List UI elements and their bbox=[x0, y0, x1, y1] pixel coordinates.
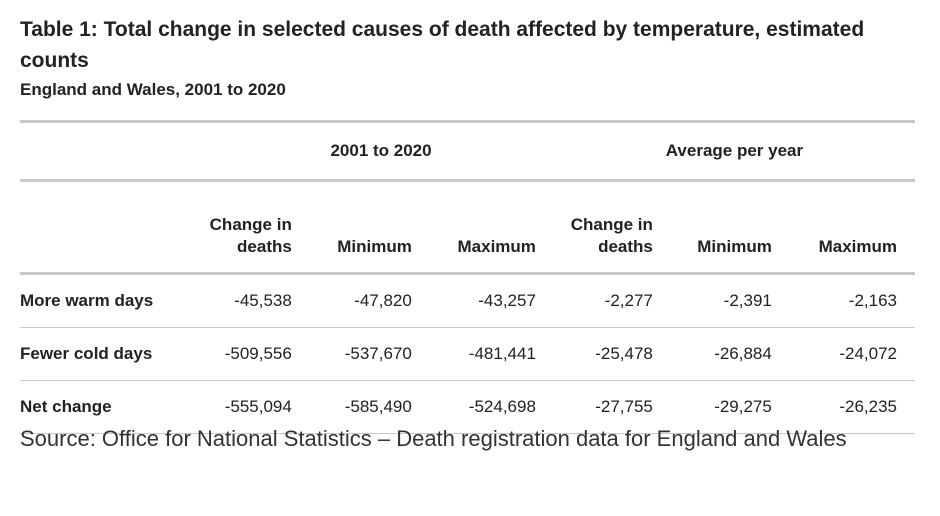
table-row: Fewer cold days -509,556 -537,670 -481,4… bbox=[20, 327, 915, 381]
group-header-row: 2001 to 2020 Average per year bbox=[20, 120, 915, 182]
table-cell: -481,441 bbox=[429, 327, 554, 381]
table-cell: -2,277 bbox=[553, 273, 671, 328]
row-label: More warm days bbox=[20, 273, 209, 328]
table-cell: -25,478 bbox=[553, 327, 671, 381]
table-cell: -24,072 bbox=[789, 327, 915, 381]
table-cell: -555,094 bbox=[208, 380, 310, 434]
column-header-empty bbox=[20, 180, 209, 275]
column-header-row: Change in deaths Minimum Maximum Change … bbox=[20, 180, 915, 275]
table-cell: -47,820 bbox=[309, 273, 430, 328]
group-header-average: Average per year bbox=[553, 120, 915, 182]
table-cell: -509,556 bbox=[208, 327, 310, 381]
group-header-empty bbox=[20, 120, 209, 182]
column-header-avg-maximum: Maximum bbox=[789, 180, 915, 275]
row-label: Net change bbox=[20, 380, 209, 434]
group-header-period: 2001 to 2020 bbox=[208, 120, 554, 182]
table-cell: -524,698 bbox=[429, 380, 554, 434]
source-note: Source: Office for National Statistics –… bbox=[20, 426, 847, 451]
table-cell: -45,538 bbox=[208, 273, 310, 328]
data-table: 2001 to 2020 Average per year Change in … bbox=[20, 120, 915, 434]
table-cell: -43,257 bbox=[429, 273, 554, 328]
row-label: Fewer cold days bbox=[20, 327, 209, 381]
table-title: Table 1: Total change in selected causes… bbox=[20, 18, 865, 72]
column-header-maximum: Maximum bbox=[429, 180, 554, 275]
table-cell: -26,884 bbox=[670, 327, 790, 381]
table-row: Net change -555,094 -585,490 -524,698 -2… bbox=[20, 380, 915, 434]
table-cell: -585,490 bbox=[309, 380, 430, 434]
table-cell: -26,235 bbox=[789, 380, 915, 434]
table-cell: -27,755 bbox=[553, 380, 671, 434]
table-cell: -29,275 bbox=[670, 380, 790, 434]
column-header-minimum: Minimum bbox=[309, 180, 430, 275]
column-header-avg-change: Change in deaths bbox=[553, 180, 671, 275]
table-cell: -2,163 bbox=[789, 273, 915, 328]
column-header-avg-minimum: Minimum bbox=[670, 180, 790, 275]
table-row: More warm days -45,538 -47,820 -43,257 -… bbox=[20, 273, 915, 328]
column-header-change: Change in deaths bbox=[208, 180, 310, 275]
table-cell: -2,391 bbox=[670, 273, 790, 328]
table-subtitle: England and Wales, 2001 to 2020 bbox=[20, 80, 286, 99]
table-cell: -537,670 bbox=[309, 327, 430, 381]
